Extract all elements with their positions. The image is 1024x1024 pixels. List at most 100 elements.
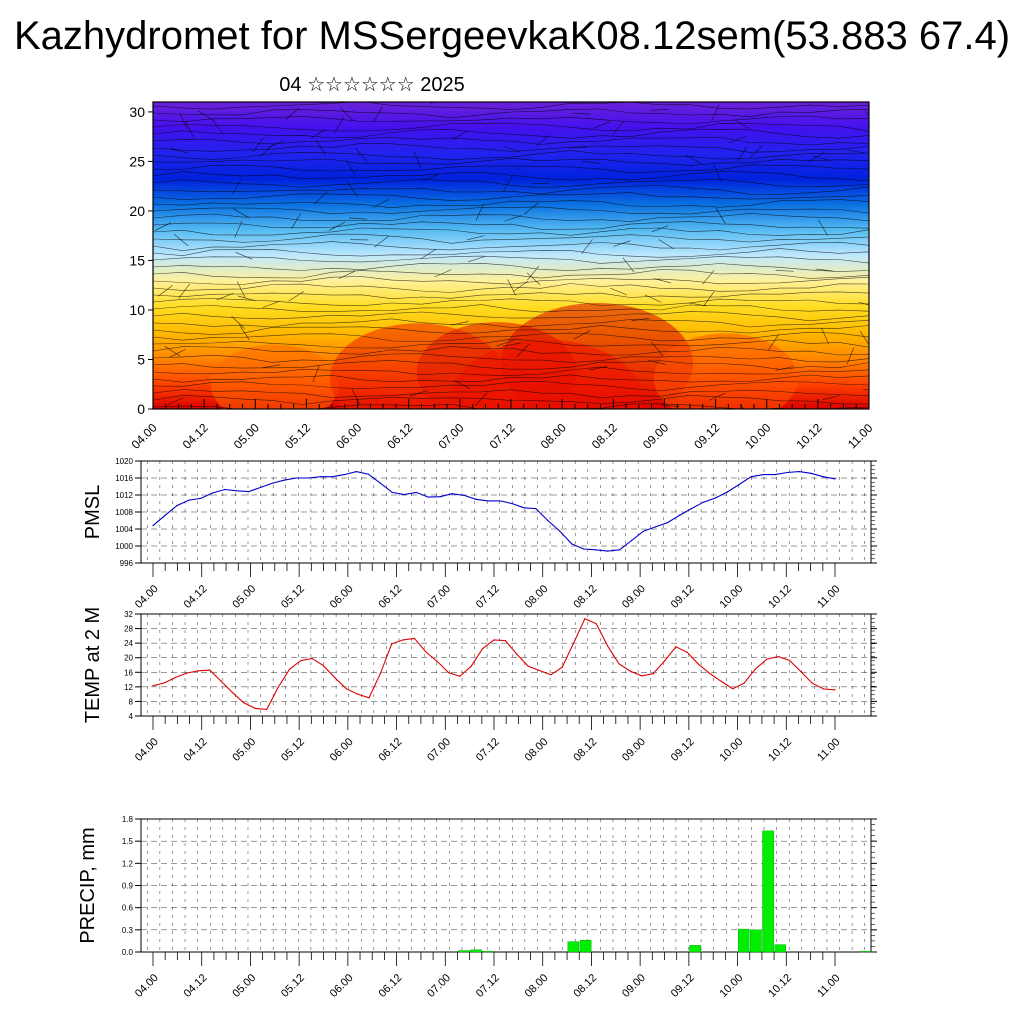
wind-barb [526,272,541,286]
heatmap-y-tick-label: 10 [129,302,145,318]
wind-barb [859,330,869,346]
data-point [345,688,347,690]
wind-barb [507,279,516,296]
y-tick-label: 1004 [115,525,133,534]
wind-barb [413,151,422,169]
wind-barb [813,155,832,162]
wind-barb [237,295,256,301]
wind-barb [267,140,284,149]
data-point [295,477,298,479]
wind-barb [708,393,726,401]
wind-barb [466,235,485,241]
wind-barb [420,248,437,260]
data-point [288,668,290,670]
data-point [439,496,441,498]
pmsl-panel: 996 1000 1004 1008 1012 1016 1020 04.00 04.12 05.… [82,457,877,611]
x-tick-label: 09.12 [669,583,697,611]
x-tick-label: 09.12 [669,736,697,764]
precipitation-panel: 0.0 0.3 0.6 0.9 1.2 1.5 1.8 04.00 04.12 05.00 05.1… [77,815,877,1000]
heatmap-x-tick-label: 09.12 [691,420,722,451]
data-point [547,519,549,522]
data-point [666,522,669,524]
wind-barb [167,397,185,405]
data-point [663,660,666,662]
wind-barb [703,291,715,307]
data-point [379,673,381,675]
wind-barb [154,222,172,231]
precip-bar [458,950,470,953]
x-tick-label: 09.00 [620,736,648,764]
wind-barb [291,213,301,229]
wind-barb [475,204,484,221]
wind-barb [232,178,242,195]
data-point [355,471,358,473]
precip-bar [859,951,872,953]
x-tick-label: 08.12 [571,972,599,1000]
wind-streamline [153,102,869,111]
y-tick-label: 1008 [115,508,133,517]
data-point [357,693,359,695]
wind-barb [631,317,650,322]
wind-barb [711,104,720,122]
wind-barb [314,191,328,205]
chart-subtitle: 04 ☆☆☆☆☆☆ 2025 [279,74,465,96]
wind-barb [212,119,224,135]
data-point [152,685,154,687]
data-point [493,639,495,641]
wind-streamline [153,311,869,322]
wind-barb [338,270,356,279]
data-point [714,497,716,499]
wind-barb [685,154,702,165]
x-tick-label: 11.00 [815,583,842,610]
x-tick-label: 05.00 [230,972,258,1000]
y-tick-label: 24 [124,639,133,648]
wind-barb [262,301,280,308]
wind-barb [818,219,828,236]
data-point [391,643,393,645]
wind-barb [346,181,358,197]
wind-streamline [153,142,869,153]
data-point [197,670,200,672]
wind-barb [503,146,521,153]
data-point [527,665,529,667]
wind-barb [288,291,304,302]
x-tick-label: 04.12 [182,972,210,1000]
data-point [642,530,645,532]
data-point [200,497,202,499]
data-point [379,482,381,484]
y-tick-label: 1000 [115,542,133,551]
wind-streamline [153,389,869,399]
data-point [584,618,586,620]
wind-barb [451,130,468,141]
heatmap-x-tick-label: 11.00 [845,421,876,452]
data-point [164,514,166,517]
data-point [487,500,489,502]
wind-streamline [153,108,869,119]
y-tick-label: 0.3 [122,926,134,935]
data-point [516,653,518,655]
heatmap-x-tick-label: 08.00 [538,420,569,451]
wind-streamline [153,192,869,201]
data-point [459,675,461,677]
heatmap-y-tick-label: 25 [129,153,145,169]
precip-bar [737,928,750,953]
wind-barb [846,347,854,365]
chart-title: Kazhydromet for MSSergeevkaK08.12sem(53.… [13,14,1011,58]
data-point [163,682,165,684]
heatmap-y-tick-label: 20 [129,203,145,219]
data-point [798,471,800,473]
data-point [595,623,597,625]
data-point [834,689,836,691]
wind-barb [729,135,747,143]
data-point [447,672,450,674]
wind-streamline [153,248,869,258]
wind-streamline [153,262,869,272]
data-point [334,677,336,679]
wind-streamline [153,233,869,244]
wind-streamline [153,276,869,285]
wind-barb [233,208,250,218]
data-point [319,476,322,478]
x-tick-label: 11.00 [815,972,842,999]
x-tick-label: 07.12 [474,736,502,764]
data-point [511,502,513,505]
